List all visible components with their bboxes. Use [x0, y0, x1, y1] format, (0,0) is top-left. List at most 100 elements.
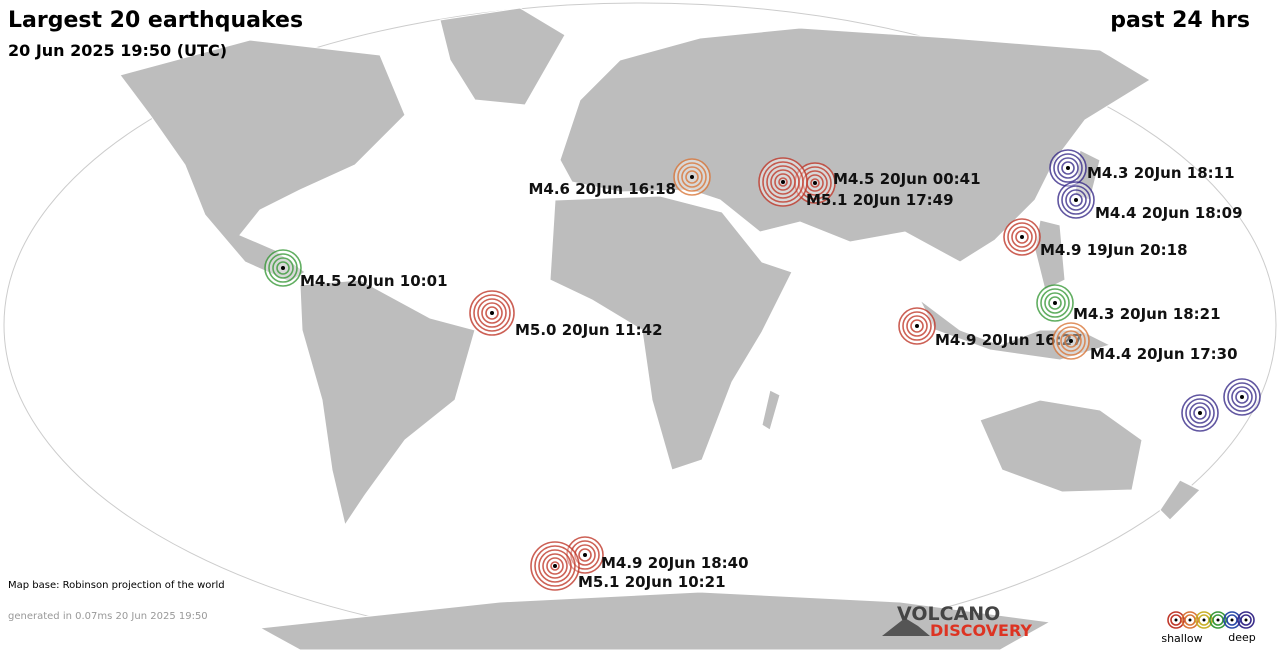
marker-ring	[534, 545, 576, 587]
marker-ring	[1044, 292, 1066, 314]
generated-note: generated in 0.07ms 20 Jun 2025 19:50	[8, 611, 208, 622]
logo-icon	[882, 618, 930, 636]
marker-ring	[770, 169, 796, 195]
marker-dot	[1074, 198, 1078, 202]
earthquake: M5.0 20Jun 11:42	[469, 290, 663, 339]
marker-dot	[1240, 395, 1244, 399]
marker-dot	[1020, 235, 1024, 239]
marker-ring	[550, 561, 560, 571]
legend-ring	[1195, 611, 1213, 629]
earthquake-label: M4.5 20Jun 10:01	[300, 272, 448, 290]
legend: shallow deep	[1161, 611, 1256, 645]
marker-ring	[1053, 153, 1083, 183]
marker-ring	[902, 311, 932, 341]
earthquake-label: M4.4 20Jun 18:09	[1095, 204, 1243, 222]
legend-ring	[1223, 611, 1241, 629]
marker-dot	[583, 553, 587, 557]
marker-ring	[906, 315, 928, 337]
earthquake-label: M4.5 20Jun 00:41	[833, 170, 981, 188]
marker-ring	[685, 170, 699, 184]
marker-ring	[574, 544, 596, 566]
marker-dot	[781, 180, 785, 184]
legend-ring	[1198, 614, 1210, 626]
marker-ring	[1185, 398, 1215, 428]
marker-ring	[681, 166, 703, 188]
marker-ring	[762, 161, 804, 203]
marker-ring	[1057, 157, 1079, 179]
marker-dot	[1198, 411, 1202, 415]
legend-dot	[1188, 618, 1192, 622]
marker-dot	[553, 564, 557, 568]
legend-ring	[1237, 611, 1255, 629]
earthquake-label: M4.6 20Jun 16:18	[528, 180, 676, 198]
legend-dot	[1202, 618, 1206, 622]
earthquake-label: M4.9 20Jun 18:40	[601, 554, 749, 572]
earthquake-label: M5.1 20Jun 17:49	[806, 191, 954, 209]
marker-dot	[1069, 339, 1073, 343]
marker-ring	[810, 178, 820, 188]
earthquake: M5.1 20Jun 17:49	[758, 157, 954, 209]
marker-ring	[473, 294, 511, 332]
title: Largest 20 earthquakes	[8, 8, 303, 33]
earthquake: M4.9 20Jun 16:27	[898, 307, 1083, 349]
period: past 24 hrs	[1110, 8, 1250, 33]
earthquakes: M4.5 20Jun 10:01 M5.0 20Jun 11:42 M4.6 20J…	[264, 149, 1261, 591]
legend-ring	[1240, 614, 1252, 626]
legend-dot	[1216, 618, 1220, 622]
marker-ring	[1048, 296, 1062, 310]
legend-ring	[1170, 614, 1182, 626]
earthquake: M4.4 20Jun 17:30	[1052, 322, 1238, 363]
earthquake: M4.4 20Jun 18:09	[1057, 181, 1243, 222]
marker-dot	[490, 311, 494, 315]
marker-ring	[1061, 185, 1091, 215]
marker-ring	[477, 298, 507, 328]
earthquake-label: M4.4 20Jun 17:30	[1090, 345, 1238, 363]
marker-ring	[1064, 334, 1078, 348]
marker-ring	[1235, 390, 1249, 404]
marker-ring	[1227, 382, 1257, 412]
marker-ring	[1069, 193, 1083, 207]
marker-dot	[915, 324, 919, 328]
logo-discovery: DISCOVERY	[930, 621, 1032, 640]
marker-ring	[1231, 386, 1253, 408]
legend-ring	[1167, 611, 1185, 629]
logo: VOLCANO DISCOVERY	[882, 603, 1032, 640]
land	[119, 7, 1201, 650]
marker-dot	[690, 175, 694, 179]
legend-dot	[1230, 618, 1234, 622]
marker-ring	[578, 548, 592, 562]
earthquake: M5.1 20Jun 10:21	[530, 541, 726, 591]
marker-ring	[774, 173, 792, 191]
earthquake-label: M4.3 20Jun 18:21	[1073, 305, 1221, 323]
earthquake-label: M4.9 20Jun 16:27	[935, 331, 1083, 349]
timestamp: 20 Jun 2025 19:50 (UTC)	[8, 41, 227, 60]
marker-ring	[1011, 226, 1033, 248]
marker-dot	[1066, 166, 1070, 170]
earthquake-label: M4.3 20Jun 18:11	[1087, 164, 1235, 182]
marker-ring	[1060, 330, 1082, 352]
legend-dot	[1174, 618, 1178, 622]
earthquake-label: M4.9 19Jun 20:18	[1040, 241, 1188, 259]
marker-ring	[546, 557, 564, 575]
marker-ring	[1007, 222, 1037, 252]
legend-shallow: shallow	[1161, 632, 1202, 645]
marker-ring	[910, 319, 924, 333]
marker-dot	[1053, 301, 1057, 305]
earthquake: M4.3 20Jun 18:11	[1049, 149, 1235, 187]
earthquake: M4.9 19Jun 20:18	[1003, 218, 1188, 259]
earthquake: M4.3 20Jun 18:21	[1036, 284, 1221, 323]
marker-ring	[276, 261, 290, 275]
legend-dot	[1244, 618, 1248, 622]
earthquake: M4.5 20Jun 10:01	[264, 249, 448, 290]
marker-ring	[268, 253, 298, 283]
legend-ring	[1212, 614, 1224, 626]
marker-dot	[281, 266, 285, 270]
marker-ring	[485, 306, 499, 320]
marker-ring	[1193, 406, 1207, 420]
marker-ring	[1189, 402, 1211, 424]
earthquake-label: M5.1 20Jun 10:21	[578, 573, 726, 591]
marker-ring	[538, 549, 572, 583]
legend-ring	[1181, 611, 1199, 629]
legend-ring	[1209, 611, 1227, 629]
